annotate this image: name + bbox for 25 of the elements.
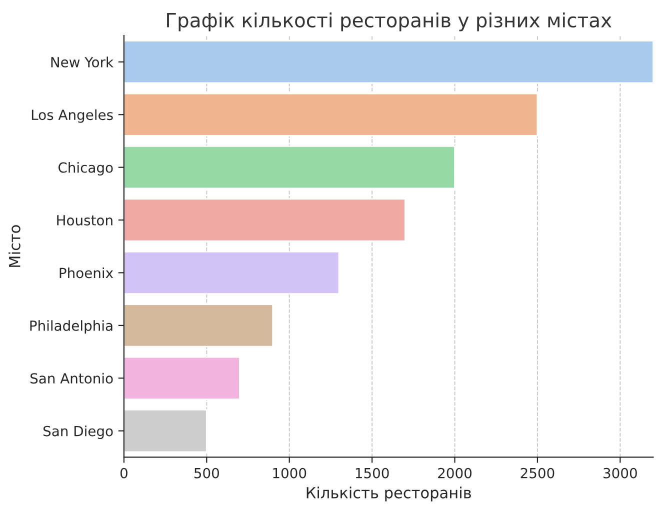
x-tick-label: 1000 (273, 468, 306, 478)
y-axis-title: Місто (8, 225, 20, 267)
x-tick-label: 3000 (604, 468, 637, 478)
x-axis-title: Кількість ресторанів (306, 486, 471, 502)
y-tick-label: New York (51, 56, 114, 68)
bar (124, 198, 406, 242)
x-tick-label: 2000 (438, 468, 472, 478)
y-tick-label: Phoenix (60, 267, 114, 278)
y-tick-label: Chicago (58, 162, 113, 176)
x-tick-label: 0 (120, 468, 128, 478)
y-tick-label: San Antonio (30, 372, 113, 384)
bar (124, 92, 538, 136)
chart-title: Графік кількості ресторанів у різних містах (167, 12, 612, 32)
y-tick-label: San Diego (43, 426, 113, 440)
x-tick-label: 500 (194, 468, 219, 478)
bar (124, 250, 340, 295)
bar (124, 356, 240, 400)
y-tick-label: Houston (57, 215, 112, 226)
bar (124, 40, 654, 84)
y-tick-label: Los Angeles (32, 109, 113, 123)
x-tick-label: 2500 (520, 468, 554, 478)
y-tick-label: Philadelphia (30, 320, 112, 334)
x-tick-label: 1500 (356, 468, 389, 478)
bar (124, 146, 456, 190)
bar (124, 304, 274, 348)
